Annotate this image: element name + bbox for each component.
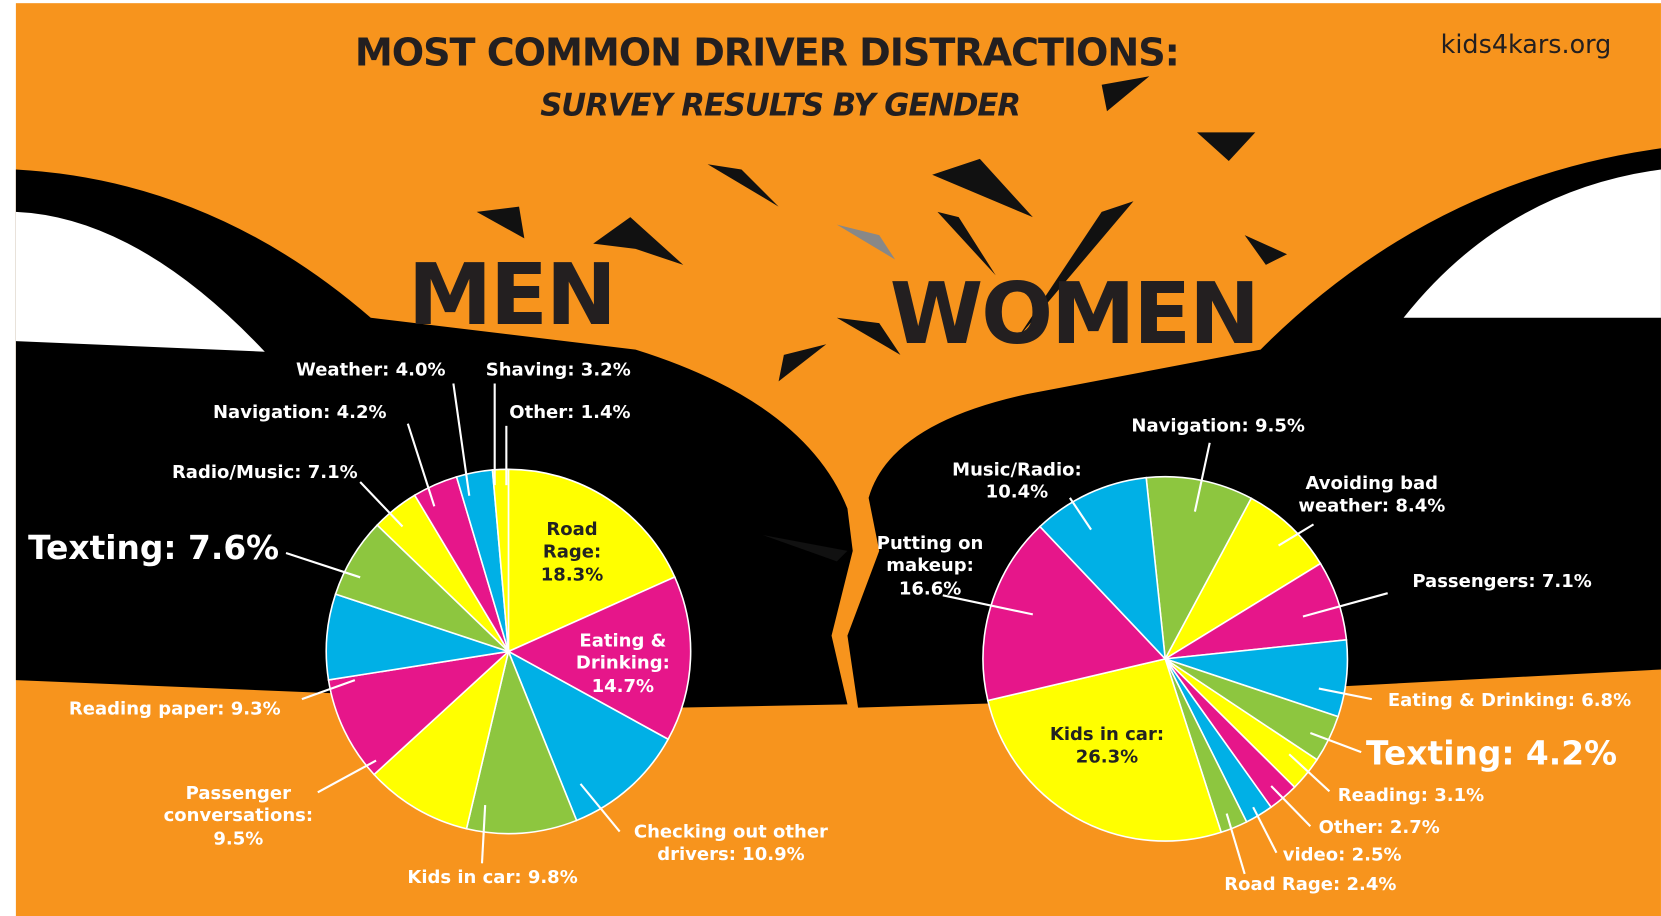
leader-line: [1225, 813, 1246, 875]
leader-line: [452, 383, 471, 496]
slice-label: Eating & Drinking: 14.7%: [575, 630, 670, 697]
slice-label: video: 2.5%: [1282, 844, 1402, 866]
leader-line: [579, 783, 621, 833]
slice-label: Navigation: 9.5%: [1131, 415, 1305, 437]
slice-label: Music/Radio: 10.4%: [952, 459, 1082, 504]
pie-slice: [982, 525, 1167, 702]
slice-label: Texting: 7.6%: [28, 529, 280, 568]
slice-label: Weather: 4.0%: [295, 359, 446, 381]
debris-grey: [836, 224, 896, 260]
leader-line: [1069, 497, 1092, 531]
pie-slice: [372, 649, 510, 830]
leader-line: [1302, 592, 1388, 618]
slice-label: Texting: 4.2%: [1366, 734, 1617, 773]
leader-line: [942, 594, 1034, 616]
pie-slice: [507, 468, 676, 653]
leader-line: [359, 481, 404, 528]
right-window: [1403, 169, 1661, 318]
slice-label: Reading paper: 9.3%: [68, 698, 281, 720]
leader-line: [406, 423, 436, 507]
pie-slice: [506, 575, 692, 741]
slice-label: Road Rage: 2.4%: [1224, 874, 1397, 896]
slice-label: Avoiding bad weather: 8.4%: [1298, 473, 1446, 517]
leader-line: [1278, 523, 1315, 547]
pie-slice: [506, 649, 670, 822]
slice-label: Reading: 3.1%: [1337, 785, 1485, 807]
leader-line: [301, 679, 356, 701]
subtitle: SURVEY RESULTS BY GENDER: [540, 86, 1021, 123]
pie-slice: [465, 648, 578, 835]
slice-label: Passengers: 7.1%: [1412, 571, 1592, 593]
slice-label: Road Rage: 18.3%: [540, 519, 604, 586]
leader-line: [1309, 732, 1362, 754]
slice-label: Kids in car: 9.8%: [407, 866, 578, 889]
leader-line: [285, 551, 361, 579]
left-window: [15, 211, 265, 352]
pie-slice: [1145, 475, 1253, 662]
slice-label: Other: 1.4%: [509, 401, 631, 424]
slice-label: Putting on makeup: 16.6%: [876, 532, 984, 600]
slice-label: Kids in car: 26.3%: [1049, 724, 1165, 768]
source: kids4kars.org: [1440, 29, 1612, 60]
pie-slice: [986, 657, 1223, 842]
pie-slice: [1163, 497, 1322, 662]
leader-line: [1270, 785, 1312, 827]
slice-label: Eating & Drinking: 6.8%: [1387, 690, 1632, 712]
leader-line: [1252, 806, 1278, 854]
leader-line: [1318, 687, 1373, 701]
pie-slice: [327, 650, 511, 776]
slice-label: Shaving: 3.2%: [485, 359, 631, 381]
pie-title: WOMEN: [889, 264, 1260, 364]
title: MOST COMMON DRIVER DISTRACTIONS:: [354, 31, 1180, 76]
slice-label: Checking out other drivers: 10.9%: [633, 821, 828, 866]
pie-title: MEN: [407, 245, 617, 345]
leader-line: [317, 759, 377, 794]
leader-line: [480, 805, 487, 864]
slice-label: Radio/Music: 7.1%: [171, 462, 358, 484]
pie-slice: [1038, 476, 1167, 662]
pie-slice: [491, 468, 510, 652]
slice-label: Other: 2.7%: [1318, 817, 1440, 839]
slice-label: Navigation: 4.2%: [212, 401, 387, 424]
leader-line: [1193, 442, 1211, 512]
leader-line: [1288, 753, 1331, 793]
slice-label: Passenger conversations: 9.5%: [163, 782, 314, 850]
